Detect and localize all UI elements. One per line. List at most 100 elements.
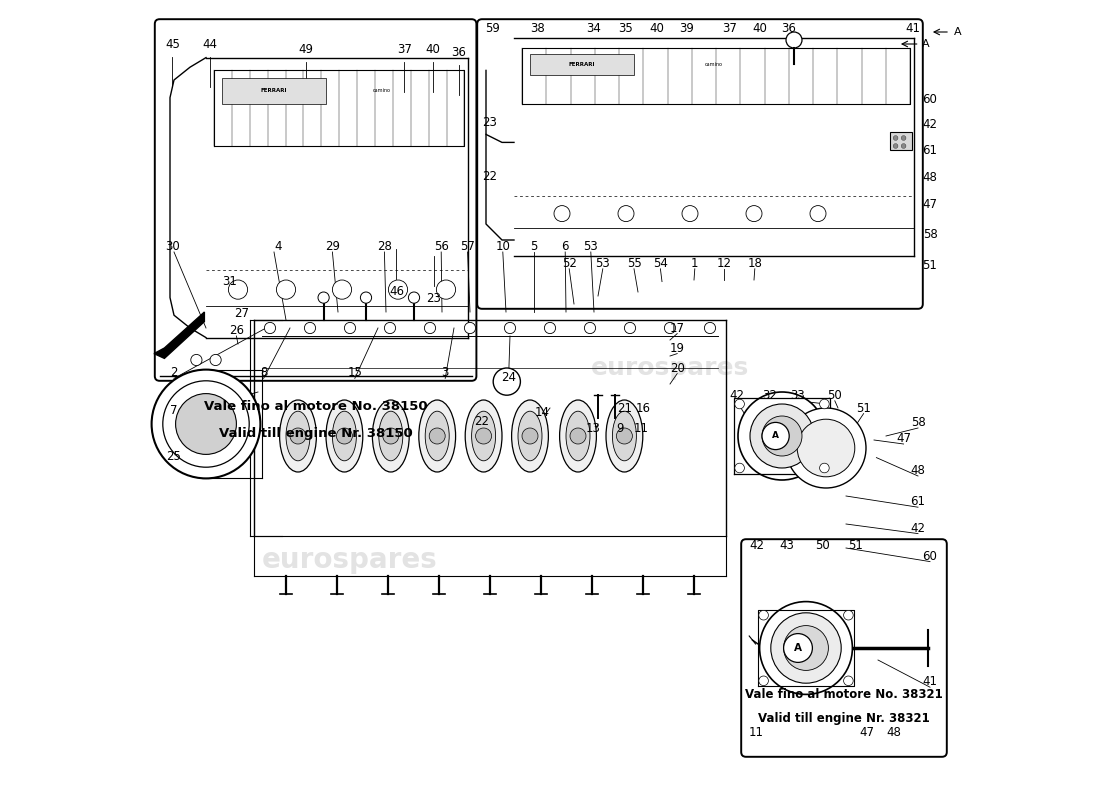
Text: 60: 60 [923, 550, 937, 562]
Text: 3: 3 [441, 366, 449, 379]
Text: camino: camino [373, 88, 390, 94]
Text: 52: 52 [562, 257, 576, 270]
Text: 33: 33 [791, 389, 805, 402]
Ellipse shape [512, 400, 549, 472]
Text: 56: 56 [433, 240, 449, 253]
Circle shape [682, 206, 698, 222]
Text: FERRARI: FERRARI [569, 62, 595, 67]
Text: 6: 6 [561, 240, 569, 253]
Circle shape [305, 322, 316, 334]
Text: Vale fino al motore No. 38150: Vale fino al motore No. 38150 [204, 400, 428, 413]
Circle shape [384, 322, 396, 334]
Text: 11: 11 [634, 422, 649, 435]
Circle shape [746, 206, 762, 222]
Circle shape [618, 206, 634, 222]
Text: 45: 45 [165, 38, 179, 51]
Circle shape [408, 292, 419, 303]
Ellipse shape [279, 400, 317, 472]
Text: 29: 29 [324, 240, 340, 253]
Circle shape [332, 280, 352, 299]
Circle shape [844, 676, 854, 686]
Text: 54: 54 [653, 257, 668, 270]
Text: Vale fino al motore No. 38321: Vale fino al motore No. 38321 [745, 688, 943, 701]
Circle shape [616, 428, 632, 444]
Circle shape [810, 206, 826, 222]
Circle shape [570, 428, 586, 444]
Ellipse shape [373, 400, 409, 472]
Circle shape [388, 280, 408, 299]
Polygon shape [154, 312, 205, 358]
Circle shape [425, 322, 436, 334]
Ellipse shape [613, 411, 637, 461]
Text: 48: 48 [923, 171, 937, 184]
Circle shape [783, 626, 828, 670]
Text: Valid till engine Nr. 38150: Valid till engine Nr. 38150 [219, 427, 412, 440]
Text: 37: 37 [722, 22, 737, 35]
Circle shape [786, 32, 802, 48]
Text: 9: 9 [616, 422, 624, 435]
Circle shape [429, 428, 446, 444]
Circle shape [190, 354, 202, 366]
Text: 11: 11 [749, 726, 763, 738]
Circle shape [783, 634, 813, 662]
Text: 23: 23 [482, 116, 496, 129]
Circle shape [522, 428, 538, 444]
Text: 20: 20 [670, 362, 684, 374]
FancyBboxPatch shape [155, 19, 476, 381]
Text: 53: 53 [595, 257, 610, 270]
Text: 47: 47 [859, 726, 874, 738]
Text: 36: 36 [451, 46, 466, 59]
Circle shape [264, 322, 276, 334]
Text: A: A [794, 643, 802, 653]
Text: 24: 24 [500, 371, 516, 384]
Circle shape [152, 370, 261, 478]
Circle shape [361, 292, 372, 303]
Text: 15: 15 [348, 366, 362, 379]
Circle shape [738, 392, 826, 480]
Circle shape [584, 322, 595, 334]
Text: 39: 39 [680, 22, 694, 35]
Text: 22: 22 [474, 415, 490, 428]
Text: 35: 35 [618, 22, 632, 35]
Circle shape [750, 404, 814, 468]
Text: 12: 12 [717, 257, 732, 270]
Circle shape [735, 463, 745, 473]
Text: A: A [922, 39, 930, 49]
Text: 14: 14 [535, 406, 550, 419]
Ellipse shape [332, 411, 356, 461]
Ellipse shape [426, 411, 449, 461]
Text: 60: 60 [923, 93, 937, 106]
Text: 51: 51 [848, 539, 864, 552]
Text: 40: 40 [752, 22, 767, 35]
Circle shape [893, 135, 898, 141]
Circle shape [337, 428, 352, 444]
Circle shape [493, 368, 520, 395]
Circle shape [901, 135, 906, 141]
Text: eurospares: eurospares [262, 546, 438, 574]
Text: 27: 27 [234, 307, 250, 320]
Circle shape [176, 394, 236, 454]
Text: 7: 7 [170, 404, 178, 417]
Circle shape [554, 206, 570, 222]
Text: FERRARI: FERRARI [261, 88, 287, 94]
Circle shape [475, 428, 492, 444]
Ellipse shape [419, 400, 455, 472]
Circle shape [786, 408, 866, 488]
Ellipse shape [566, 411, 590, 461]
FancyBboxPatch shape [477, 19, 923, 309]
Text: 41: 41 [923, 675, 937, 688]
Ellipse shape [326, 400, 363, 472]
Text: 50: 50 [827, 389, 843, 402]
Text: 19: 19 [670, 342, 684, 354]
Text: 37: 37 [397, 43, 411, 56]
Circle shape [798, 419, 855, 477]
Text: 51: 51 [856, 402, 871, 414]
Circle shape [210, 354, 221, 366]
Circle shape [344, 322, 355, 334]
Text: 44: 44 [202, 38, 218, 51]
Text: 61: 61 [923, 144, 937, 157]
Text: 47: 47 [896, 432, 911, 445]
Text: 41: 41 [905, 22, 921, 35]
Text: 48: 48 [911, 464, 925, 477]
Text: 2: 2 [170, 366, 178, 379]
